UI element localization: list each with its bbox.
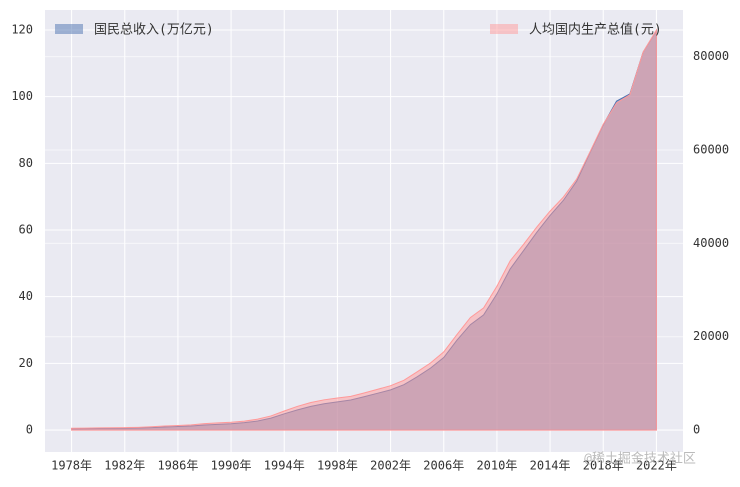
y-tick-label: 60: [19, 223, 33, 237]
watermark: @稀土掘金技术社区: [584, 451, 696, 467]
area: [71, 28, 657, 431]
y-tick-label: 120: [11, 23, 33, 37]
y-tick-label: 0: [26, 423, 33, 437]
x-tick-label: 2018年: [583, 459, 624, 473]
y2-tick-label: 40000: [693, 236, 729, 250]
legend-label: 国民总收入(万亿元): [94, 23, 214, 38]
y-tick-label: 80: [19, 156, 33, 170]
x-tick-label: 1978年: [51, 459, 92, 473]
x-tick-label: 1994年: [264, 459, 305, 473]
x-tick-label: 2002年: [370, 459, 411, 473]
y-tick-label: 20: [19, 356, 33, 370]
y-tick-label: 40: [19, 289, 33, 303]
y2-tick-label: 20000: [693, 329, 729, 343]
x-tick-label: 2010年: [476, 459, 517, 473]
y2-tick-label: 80000: [693, 49, 729, 63]
x-tick-label: 1990年: [211, 459, 252, 473]
legend-swatch: [55, 24, 83, 34]
x-tick-label: 2014年: [530, 459, 571, 473]
x-tick-label: 1982年: [104, 459, 145, 473]
legend-swatch: [490, 24, 518, 34]
y-tick-label: 100: [11, 89, 33, 103]
x-tick-label: 1986年: [157, 459, 198, 473]
x-tick-label: 2006年: [423, 459, 464, 473]
x-tick-label: 2022年: [636, 459, 677, 473]
y2-tick-label: 0: [693, 423, 700, 437]
x-tick-label: 1998年: [317, 459, 358, 473]
legend-label: 人均国内生产总值(元): [529, 22, 662, 38]
y2-tick-label: 60000: [693, 143, 729, 157]
